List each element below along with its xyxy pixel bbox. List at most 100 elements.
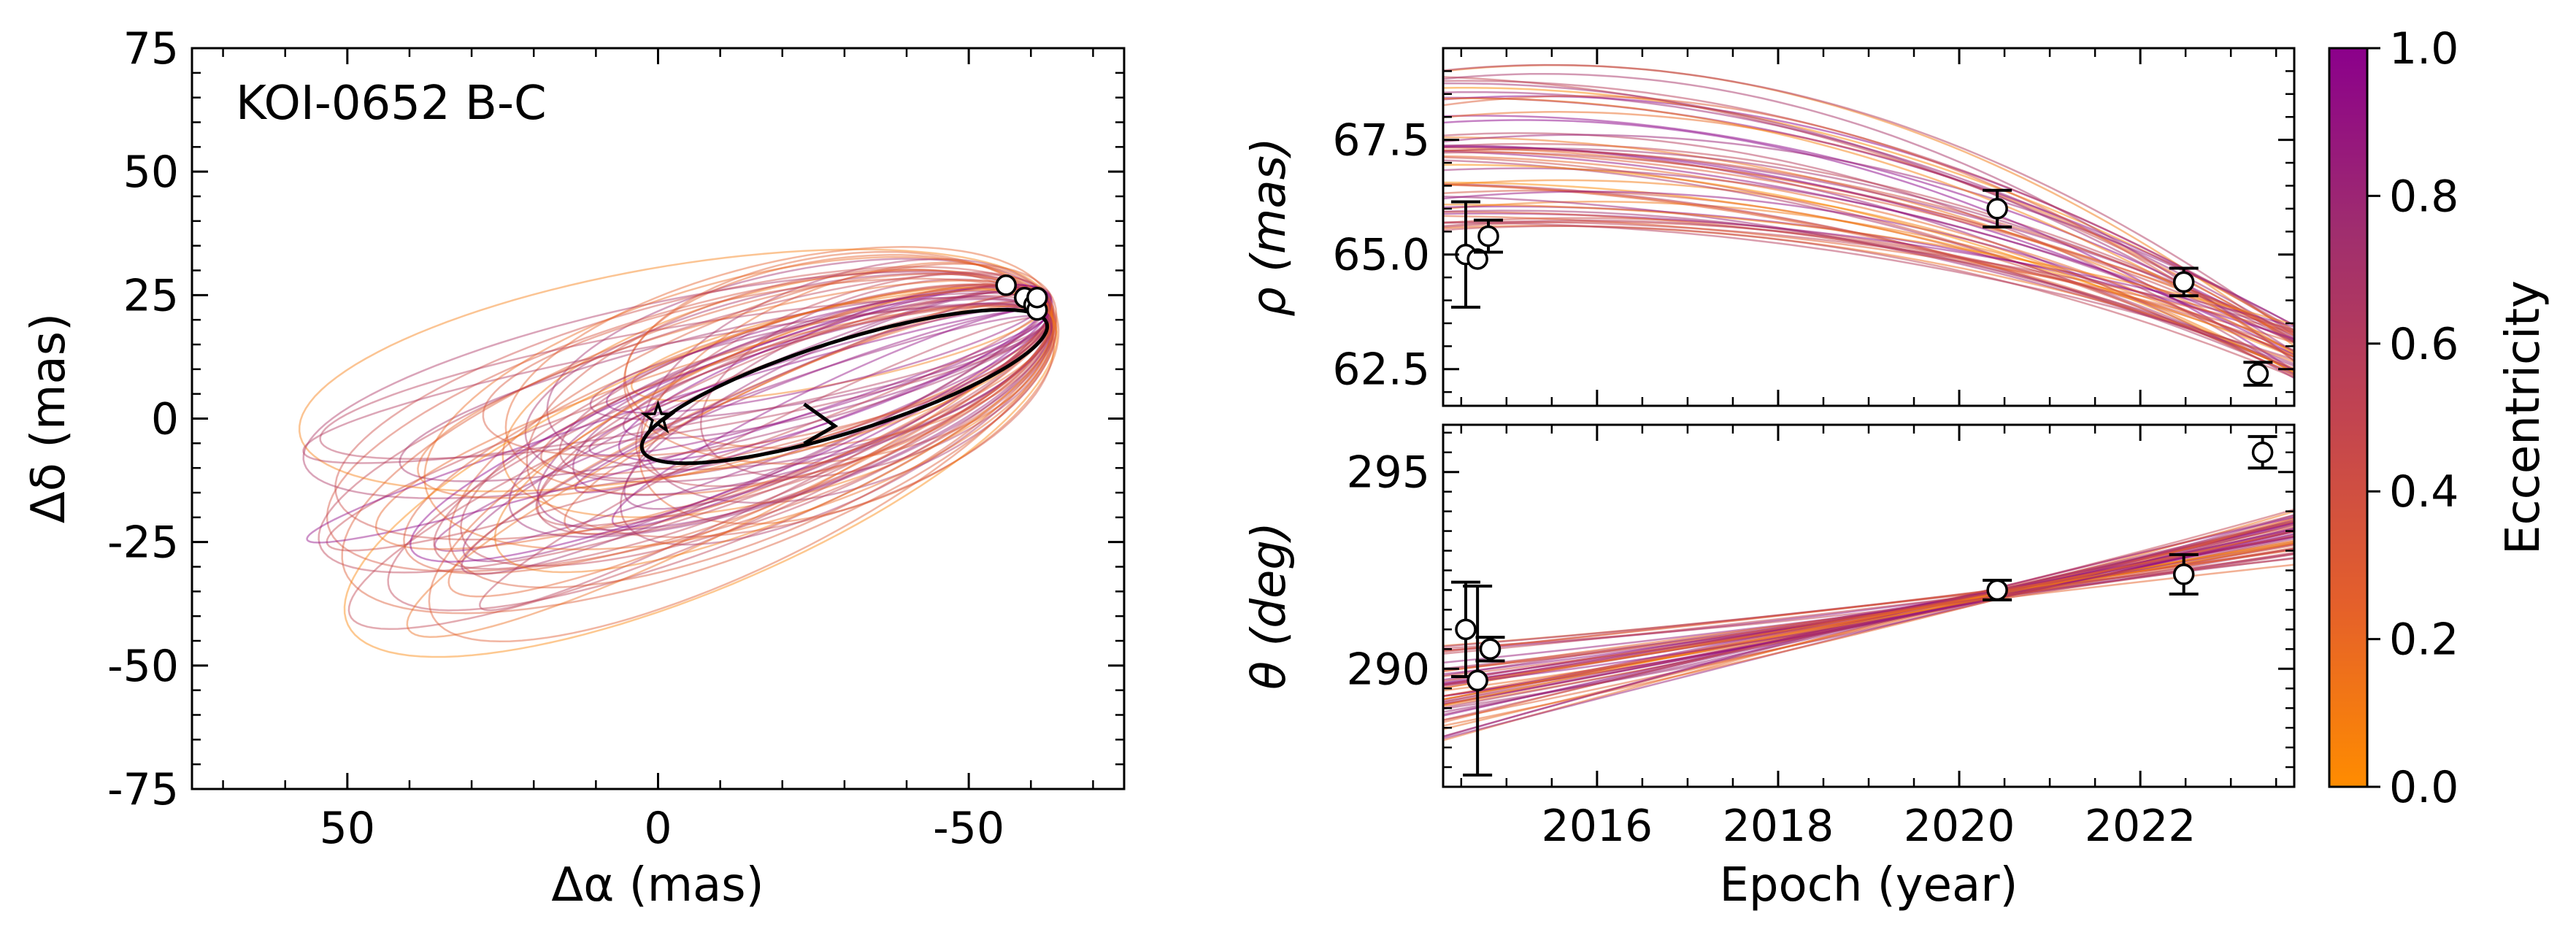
primary-star-icon bbox=[640, 400, 676, 434]
orbit-track bbox=[387, 302, 1055, 612]
orbit-track bbox=[479, 315, 1051, 612]
orbit-track bbox=[535, 290, 1052, 527]
orbit-track bbox=[540, 305, 1050, 476]
position-angle-track bbox=[1443, 519, 2294, 686]
orbit-track bbox=[461, 292, 1052, 575]
orbit-track bbox=[640, 258, 1057, 504]
orbit-track bbox=[611, 307, 1050, 528]
colorbar-tick-label: 0.2 bbox=[2389, 615, 2458, 666]
orbit-track bbox=[306, 307, 1052, 544]
separation-track bbox=[1443, 63, 2294, 337]
position-angle-track bbox=[1443, 530, 2294, 697]
position-angle-y-axis-label: θ (deg) bbox=[1242, 522, 1296, 690]
orbit-track bbox=[326, 288, 1053, 552]
orbit-track bbox=[448, 263, 1058, 589]
separation-y-tick-label: 65.0 bbox=[1332, 230, 1430, 281]
separation-axis-ticks: 62.5 65.0 67.5 bbox=[1332, 48, 2294, 406]
orbit-y-tick-label: -75 bbox=[107, 764, 179, 815]
orbit-tracks bbox=[298, 246, 1060, 658]
separation-panel: 62.5 65.0 67.5 ρ (mas) bbox=[1242, 47, 2296, 407]
orbit-track bbox=[605, 286, 1050, 414]
orbit-track bbox=[433, 285, 1053, 570]
colorbar-ticks: 1.0 0.8 0.6 0.4 0.2 0.0 bbox=[2367, 23, 2458, 813]
orbit-track bbox=[302, 271, 1053, 499]
orbit-track bbox=[524, 272, 1052, 483]
separation-y-axis-label: ρ (mas) bbox=[1242, 137, 1296, 317]
separation-track bbox=[1443, 167, 2294, 353]
orbit-track bbox=[623, 250, 1050, 465]
colorbar-gradient bbox=[2328, 47, 2369, 788]
orbit-x-tick-label: -50 bbox=[933, 803, 1004, 854]
orbit-track bbox=[699, 278, 1054, 479]
position-angle-track bbox=[1443, 527, 2294, 675]
orbit-track bbox=[319, 296, 1052, 460]
separation-track bbox=[1443, 149, 2294, 334]
orbit-track bbox=[374, 304, 1053, 550]
orbit-y-tick-label: -25 bbox=[107, 517, 179, 569]
position-angle-y-tick-label: 295 bbox=[1346, 447, 1430, 499]
separation-tracks bbox=[1443, 63, 2294, 380]
position-angle-tracks bbox=[1443, 508, 2294, 742]
orbit-track bbox=[334, 266, 1054, 541]
orbit-direction-arrow bbox=[803, 402, 839, 445]
eccentricity-colorbar: 1.0 0.8 0.6 0.4 0.2 0.0 Eccentricity bbox=[2328, 23, 2550, 813]
separation-track bbox=[1443, 155, 2294, 358]
separation-track bbox=[1443, 134, 2294, 327]
position-angle-panel: 295 290 2016 2018 2020 2022 θ (deg) Epoch (ye… bbox=[1242, 423, 2296, 912]
colorbar-label: Eccentricity bbox=[2496, 280, 2550, 555]
orbit-track bbox=[318, 272, 1055, 574]
orbit-panel: 50 0 -50 75 50 25 0 -25 -50 -75 KOI-0652 B-C Δα (… bbox=[22, 23, 1126, 912]
orbit-track bbox=[417, 280, 1052, 499]
orbit-track bbox=[635, 271, 1053, 488]
separation-track bbox=[1443, 209, 2294, 366]
colorbar-tick-label: 0.0 bbox=[2389, 762, 2458, 813]
separation-track bbox=[1443, 95, 2294, 363]
orbit-track bbox=[326, 269, 1055, 573]
epoch-x-axis-label: Epoch (year) bbox=[1719, 858, 2018, 912]
orbit-track bbox=[302, 304, 1052, 464]
position-angle-y-tick-label: 290 bbox=[1346, 644, 1430, 695]
orbit-track bbox=[589, 302, 1050, 420]
orbit-track bbox=[447, 304, 1053, 598]
orbit-track bbox=[501, 269, 1053, 518]
orbit-track bbox=[546, 258, 1052, 471]
epoch-x-tick-label: 2016 bbox=[1542, 801, 1653, 852]
orbit-track bbox=[343, 287, 1058, 658]
position-angle-track bbox=[1443, 553, 2294, 655]
separation-track bbox=[1443, 220, 2294, 352]
separation-track bbox=[1443, 221, 2294, 361]
epoch-x-tick-label: 2020 bbox=[1904, 801, 2015, 852]
colorbar-tick-label: 0.8 bbox=[2389, 171, 2458, 222]
position-angle-point bbox=[2172, 563, 2195, 585]
orbit-track bbox=[504, 246, 1053, 496]
separation-point bbox=[1477, 225, 1499, 247]
best-fit-orbit bbox=[639, 307, 1050, 466]
position-angle-point bbox=[2251, 441, 2274, 463]
separation-point bbox=[2172, 271, 2195, 293]
orbit-track bbox=[406, 293, 1053, 638]
position-angle-point bbox=[1479, 638, 1502, 661]
orbit-track bbox=[536, 295, 1053, 536]
orbit-track bbox=[399, 292, 1052, 482]
position-angle-track bbox=[1443, 553, 2294, 650]
orbit-observation-point bbox=[995, 274, 1017, 296]
colorbar-tick-label: 0.4 bbox=[2389, 466, 2458, 517]
orbit-track bbox=[428, 285, 1058, 643]
orbit-track bbox=[298, 248, 1053, 493]
orbit-track bbox=[564, 300, 1051, 535]
separation-track bbox=[1443, 203, 2294, 326]
orbit-track bbox=[434, 315, 1051, 553]
orbit-track bbox=[409, 283, 1053, 563]
position-angle-point bbox=[1986, 579, 2008, 601]
orbit-track bbox=[620, 283, 1056, 546]
orbit-x-tick-label: 50 bbox=[320, 803, 375, 854]
orbit-y-tick-label: 25 bbox=[123, 270, 179, 321]
position-angle-point bbox=[1466, 669, 1488, 692]
orbit-y-axis-label: Δδ (mas) bbox=[22, 313, 76, 523]
position-angle-track bbox=[1443, 547, 2294, 672]
orbit-track bbox=[537, 290, 1053, 531]
orbit-track bbox=[460, 283, 1055, 567]
orbit-track bbox=[482, 277, 1051, 458]
separation-track bbox=[1443, 72, 2294, 362]
